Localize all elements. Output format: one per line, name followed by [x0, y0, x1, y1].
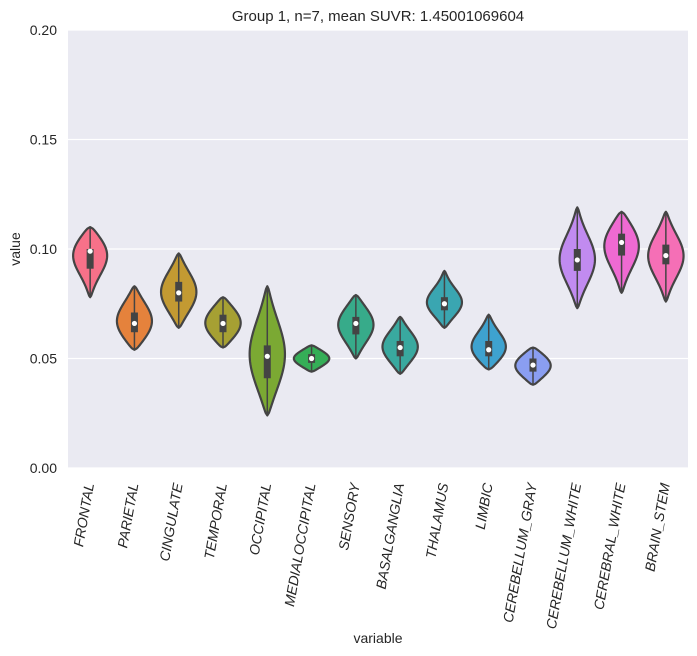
x-tick-label: LIMBIC: [472, 481, 496, 531]
violin-median-dot: [663, 252, 669, 259]
y-ticks: 0.00 0.05 0.10 0.15 0.20: [30, 22, 57, 476]
violin-medialoccipital: [292, 344, 331, 373]
violin-median-dot: [530, 362, 536, 368]
x-ticks: FRONTAL PARIETAL CINGULATE TEMPORAL OCCIPITA…: [70, 480, 673, 630]
violin-cingulate: [159, 252, 198, 329]
violin-median-dot: [486, 347, 492, 353]
violin-cerebellum-white: [558, 206, 597, 310]
x-tick-label: PARIETAL: [114, 482, 141, 549]
violin-median-dot: [574, 257, 580, 263]
x-axis-label: variable: [353, 630, 402, 646]
violin-median-dot: [220, 320, 226, 327]
y-tick-label: 0.10: [30, 241, 57, 257]
x-tick-label: CEREBELLUM_WHITE: [543, 481, 585, 630]
violin-occipital: [248, 285, 287, 417]
y-tick-label: 0.20: [30, 22, 57, 38]
violin-cerebral-white: [603, 210, 640, 294]
x-tick-label: THALAMUS: [422, 481, 451, 560]
y-axis-label: value: [7, 232, 23, 266]
violins: [72, 206, 685, 417]
chart-title: Group 1, n=7, mean SUVR: 1.45001069604: [232, 8, 524, 25]
x-tick-label: OCCIPITAL: [246, 482, 274, 557]
x-tick-label: BRAIN_STEM: [642, 481, 673, 572]
violin-median-dot: [176, 290, 182, 296]
violin-median-dot: [397, 344, 403, 351]
violin-median-dot: [441, 301, 448, 307]
violin-temporal: [204, 296, 242, 349]
y-tick-label: 0.15: [30, 132, 57, 148]
x-tick-label: MEDIALOCCIPITAL: [281, 482, 318, 608]
violin-thalamus: [425, 269, 464, 329]
x-tick-label: CINGULATE: [156, 481, 186, 562]
violin-median-dot: [264, 353, 270, 359]
x-tick-label: TEMPORAL: [201, 482, 230, 561]
violin-cerebellum-gray: [514, 346, 552, 386]
x-tick-label: SENSORY: [335, 480, 363, 551]
violin-basalganglia: [381, 315, 419, 375]
violin-median-dot: [131, 320, 138, 327]
violin-frontal: [72, 226, 109, 299]
x-tick-label: FRONTAL: [70, 482, 97, 548]
violin-sensory: [337, 293, 375, 360]
violin-brain-stem: [647, 210, 685, 303]
violin-median-dot: [618, 239, 625, 246]
violin-median-dot: [308, 355, 315, 362]
y-tick-label: 0.05: [30, 351, 57, 367]
y-tick-label: 0.00: [30, 460, 57, 476]
violin-median-dot: [87, 248, 93, 254]
x-tick-label: CEREBELLUM_GRAY: [500, 480, 541, 624]
x-tick-label: CEREBRAL_WHITE: [590, 481, 628, 611]
x-tick-label: BASALGANGLIA: [373, 482, 407, 591]
violin-parietal: [115, 285, 154, 351]
violin-limbic: [470, 313, 507, 371]
violin-median-dot: [353, 320, 359, 327]
